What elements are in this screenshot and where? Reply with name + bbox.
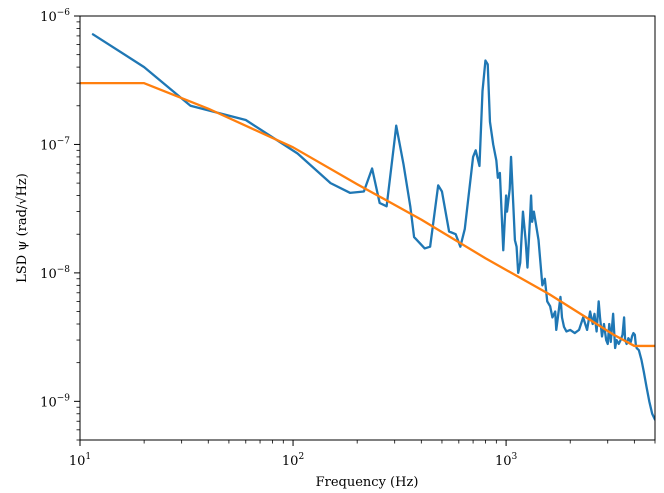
- ticks-layer: 101 102 103 10−9 10−8 10−7 10−6: [40, 8, 656, 469]
- x-tick-label: 103: [495, 452, 518, 469]
- measured-lsd-line: [91, 33, 655, 421]
- y-tick-label: 10−7: [40, 136, 70, 153]
- y-tick-label: 10−8: [40, 265, 70, 282]
- series-layer: [80, 33, 655, 421]
- y-tick-label: 10−9: [40, 393, 70, 410]
- plot-frame: [79, 15, 656, 441]
- y-axis-label: LSD ψ (rad/√Hz): [15, 173, 30, 283]
- x-tick-label: 101: [69, 452, 91, 469]
- model-lsd-line: [80, 82, 655, 348]
- x-axis-label: Frequency (Hz): [316, 475, 419, 490]
- y-tick-label: 10−6: [40, 8, 70, 25]
- x-tick-label: 102: [282, 452, 304, 469]
